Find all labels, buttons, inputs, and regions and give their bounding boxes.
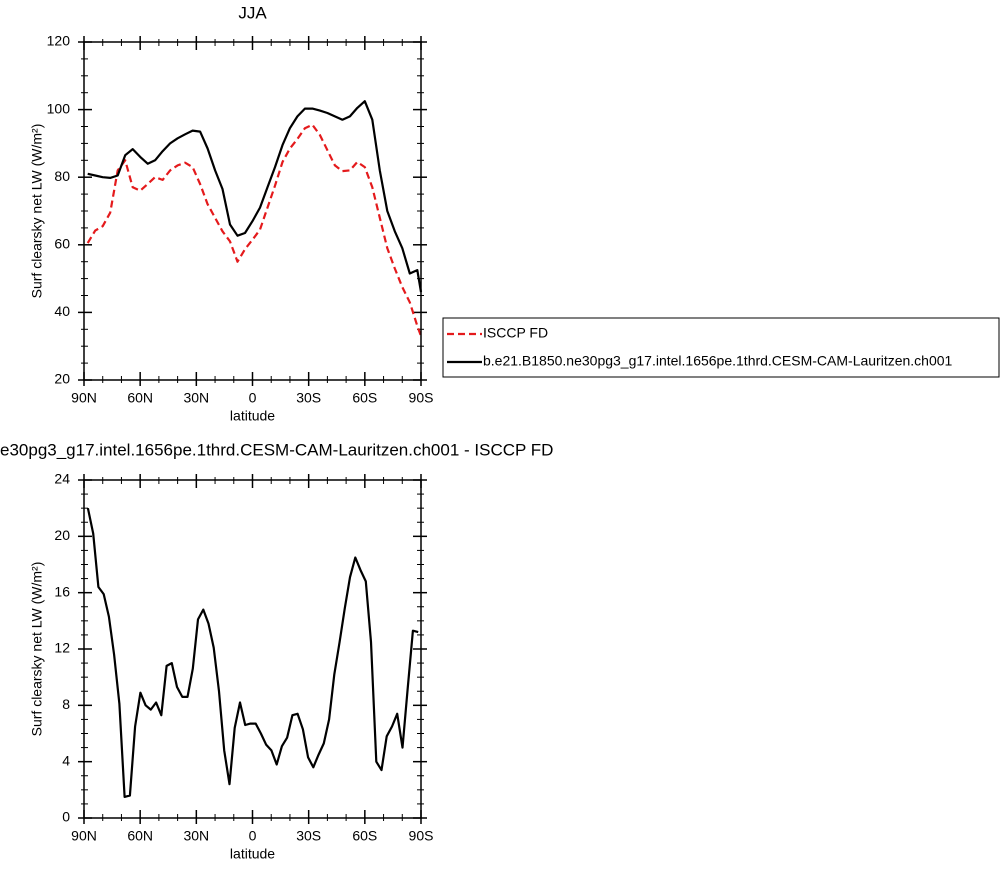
- x-tick-label: 60N: [127, 828, 153, 844]
- line-series: [86, 123, 423, 337]
- y-tick-label: 80: [54, 168, 70, 184]
- x-axis-label: latitude: [230, 408, 275, 424]
- x-tick-label: 90N: [71, 390, 97, 406]
- legend-box: [442, 317, 1000, 378]
- y-tick-label: 0: [62, 809, 70, 825]
- y-tick-label: 100: [47, 100, 71, 116]
- x-tick-label: 30N: [183, 828, 209, 844]
- y-tick-label: 20: [54, 527, 70, 543]
- plot-frame: [83, 41, 422, 381]
- y-tick-label: 12: [54, 640, 70, 656]
- line-series: [86, 507, 419, 798]
- x-tick-label: 30N: [183, 390, 209, 406]
- y-tick-label: 60: [54, 236, 70, 252]
- legend-label: ISCCP FD: [483, 325, 548, 341]
- x-axis-label: latitude: [230, 846, 275, 862]
- legend-label: b.e21.B1850.ne30pg3_g17.intel.1656pe.1th…: [483, 353, 953, 369]
- y-axis-label: Surf clearsky net LW (W/m²): [29, 124, 45, 299]
- y-tick-label: 16: [54, 583, 70, 599]
- x-tick-label: 60S: [352, 828, 377, 844]
- x-tick-label: 90S: [409, 828, 434, 844]
- x-tick-label: 90S: [409, 390, 434, 406]
- y-tick-label: 40: [54, 303, 70, 319]
- x-tick-label: 0: [249, 828, 257, 844]
- y-tick-label: 24: [54, 471, 70, 487]
- y-tick-label: 4: [62, 752, 70, 768]
- y-tick-label: 120: [47, 33, 71, 49]
- y-tick-label: 20: [54, 371, 70, 387]
- x-tick-label: 0: [249, 390, 257, 406]
- y-axis-label: Surf clearsky net LW (W/m²): [29, 562, 45, 737]
- line-series: [87, 100, 423, 293]
- x-tick-label: 90N: [71, 828, 97, 844]
- plot-frame: [83, 479, 422, 819]
- x-tick-label: 30S: [296, 390, 321, 406]
- chart-title: JJA: [238, 3, 267, 22]
- x-tick-label: 60S: [352, 390, 377, 406]
- x-tick-label: 60N: [127, 390, 153, 406]
- x-tick-label: 30S: [296, 828, 321, 844]
- legend: ISCCP FD b.e21.B1850.ne30pg3_g17.intel.16…: [442, 317, 1000, 378]
- y-tick-label: 8: [62, 696, 70, 712]
- chart-title: e30pg3_g17.intel.1656pe.1thrd.CESM-CAM-L…: [0, 440, 553, 459]
